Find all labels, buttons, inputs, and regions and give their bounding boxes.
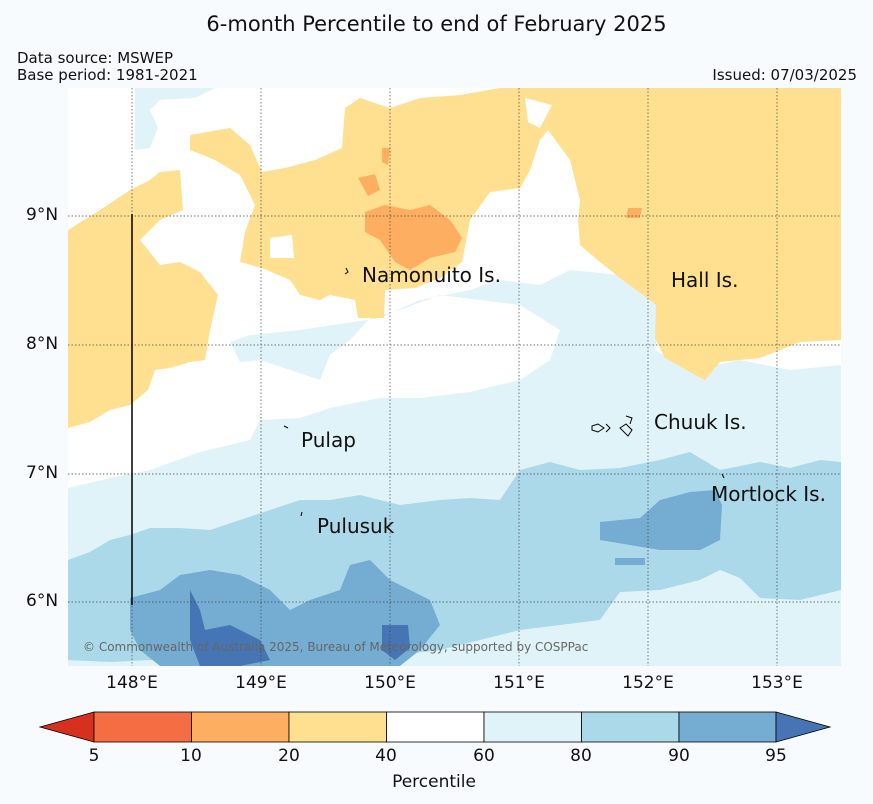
lon-label-151e: 151°E (493, 673, 545, 693)
base-period-label: Base period: 1981-2021 (17, 66, 198, 84)
colorbar-tick-10: 10 (180, 746, 202, 766)
place-label-pulusuk: Pulusuk (317, 514, 395, 538)
place-label-chuuk: Chuuk Is. (654, 410, 747, 434)
place-label-mortlock: Mortlock Is. (711, 482, 826, 506)
region-60-80-north (135, 88, 215, 150)
colorbar-extend-low (38, 711, 95, 743)
region-20-40-west (68, 170, 218, 428)
colorbar-tick-60: 60 (473, 746, 495, 766)
region-10-20-c (626, 208, 642, 218)
lon-label-153e: 153°E (751, 673, 803, 693)
region-40-60-hole-a (270, 235, 294, 258)
colorbar-title: Percentile (392, 772, 476, 792)
colorbar-tick-80: 80 (570, 746, 592, 766)
lat-label-7n: 7°N (26, 463, 59, 483)
place-label-pulap: Pulap (301, 428, 356, 452)
lon-label-152e: 152°E (622, 673, 674, 693)
lon-label-149e: 149°E (235, 673, 287, 693)
place-label-namonuito: Namonuito Is. (362, 263, 501, 287)
data-source-label: Data source: MSWEP (17, 49, 174, 67)
colorbar (38, 711, 832, 743)
lon-label-148e: 148°E (106, 673, 158, 693)
colorbar-bin-10-20 (191, 711, 290, 743)
island-outlines (283, 267, 725, 517)
map-panel (68, 88, 841, 666)
lat-label-6n: 6°N (26, 591, 59, 611)
region-10-20-d (382, 148, 390, 165)
colorbar-tick-40: 40 (375, 746, 397, 766)
region-10-20-b (358, 174, 380, 196)
region-above-95-b (382, 625, 410, 660)
colorbar-bin-60-80 (483, 711, 582, 743)
colorbar-bin-40-60 (386, 711, 485, 743)
colorbar-tick-20: 20 (278, 746, 300, 766)
colorbar-bin-5-10 (93, 711, 192, 743)
region-40-60-hole-b (525, 98, 552, 128)
colorbar-bin-80-90 (581, 711, 680, 743)
region-90-95-b (600, 490, 722, 550)
region-90-95-c (615, 558, 645, 565)
copyright-notice: © Commonwealth of Australia 2025, Bureau… (83, 640, 589, 654)
lon-label-150e: 150°E (364, 673, 416, 693)
region-20-40-north (190, 88, 841, 380)
issued-date-label: Issued: 07/03/2025 (712, 66, 857, 84)
region-10-20-a (365, 205, 462, 270)
lat-label-8n: 8°N (26, 334, 59, 354)
graticule (68, 88, 841, 666)
map-title: 6-month Percentile to end of February 20… (206, 12, 667, 36)
lat-label-9n: 9°N (26, 205, 59, 225)
colorbar-tick-95: 95 (765, 746, 787, 766)
colorbar-tick-90: 90 (668, 746, 690, 766)
colorbar-bin-20-40 (288, 711, 387, 743)
region-above-95-a (190, 590, 270, 666)
place-label-hall: Hall Is. (671, 268, 739, 292)
colorbar-bin-90-95 (678, 711, 777, 743)
colorbar-tick-5: 5 (88, 746, 100, 766)
colorbar-extend-high (775, 711, 832, 743)
